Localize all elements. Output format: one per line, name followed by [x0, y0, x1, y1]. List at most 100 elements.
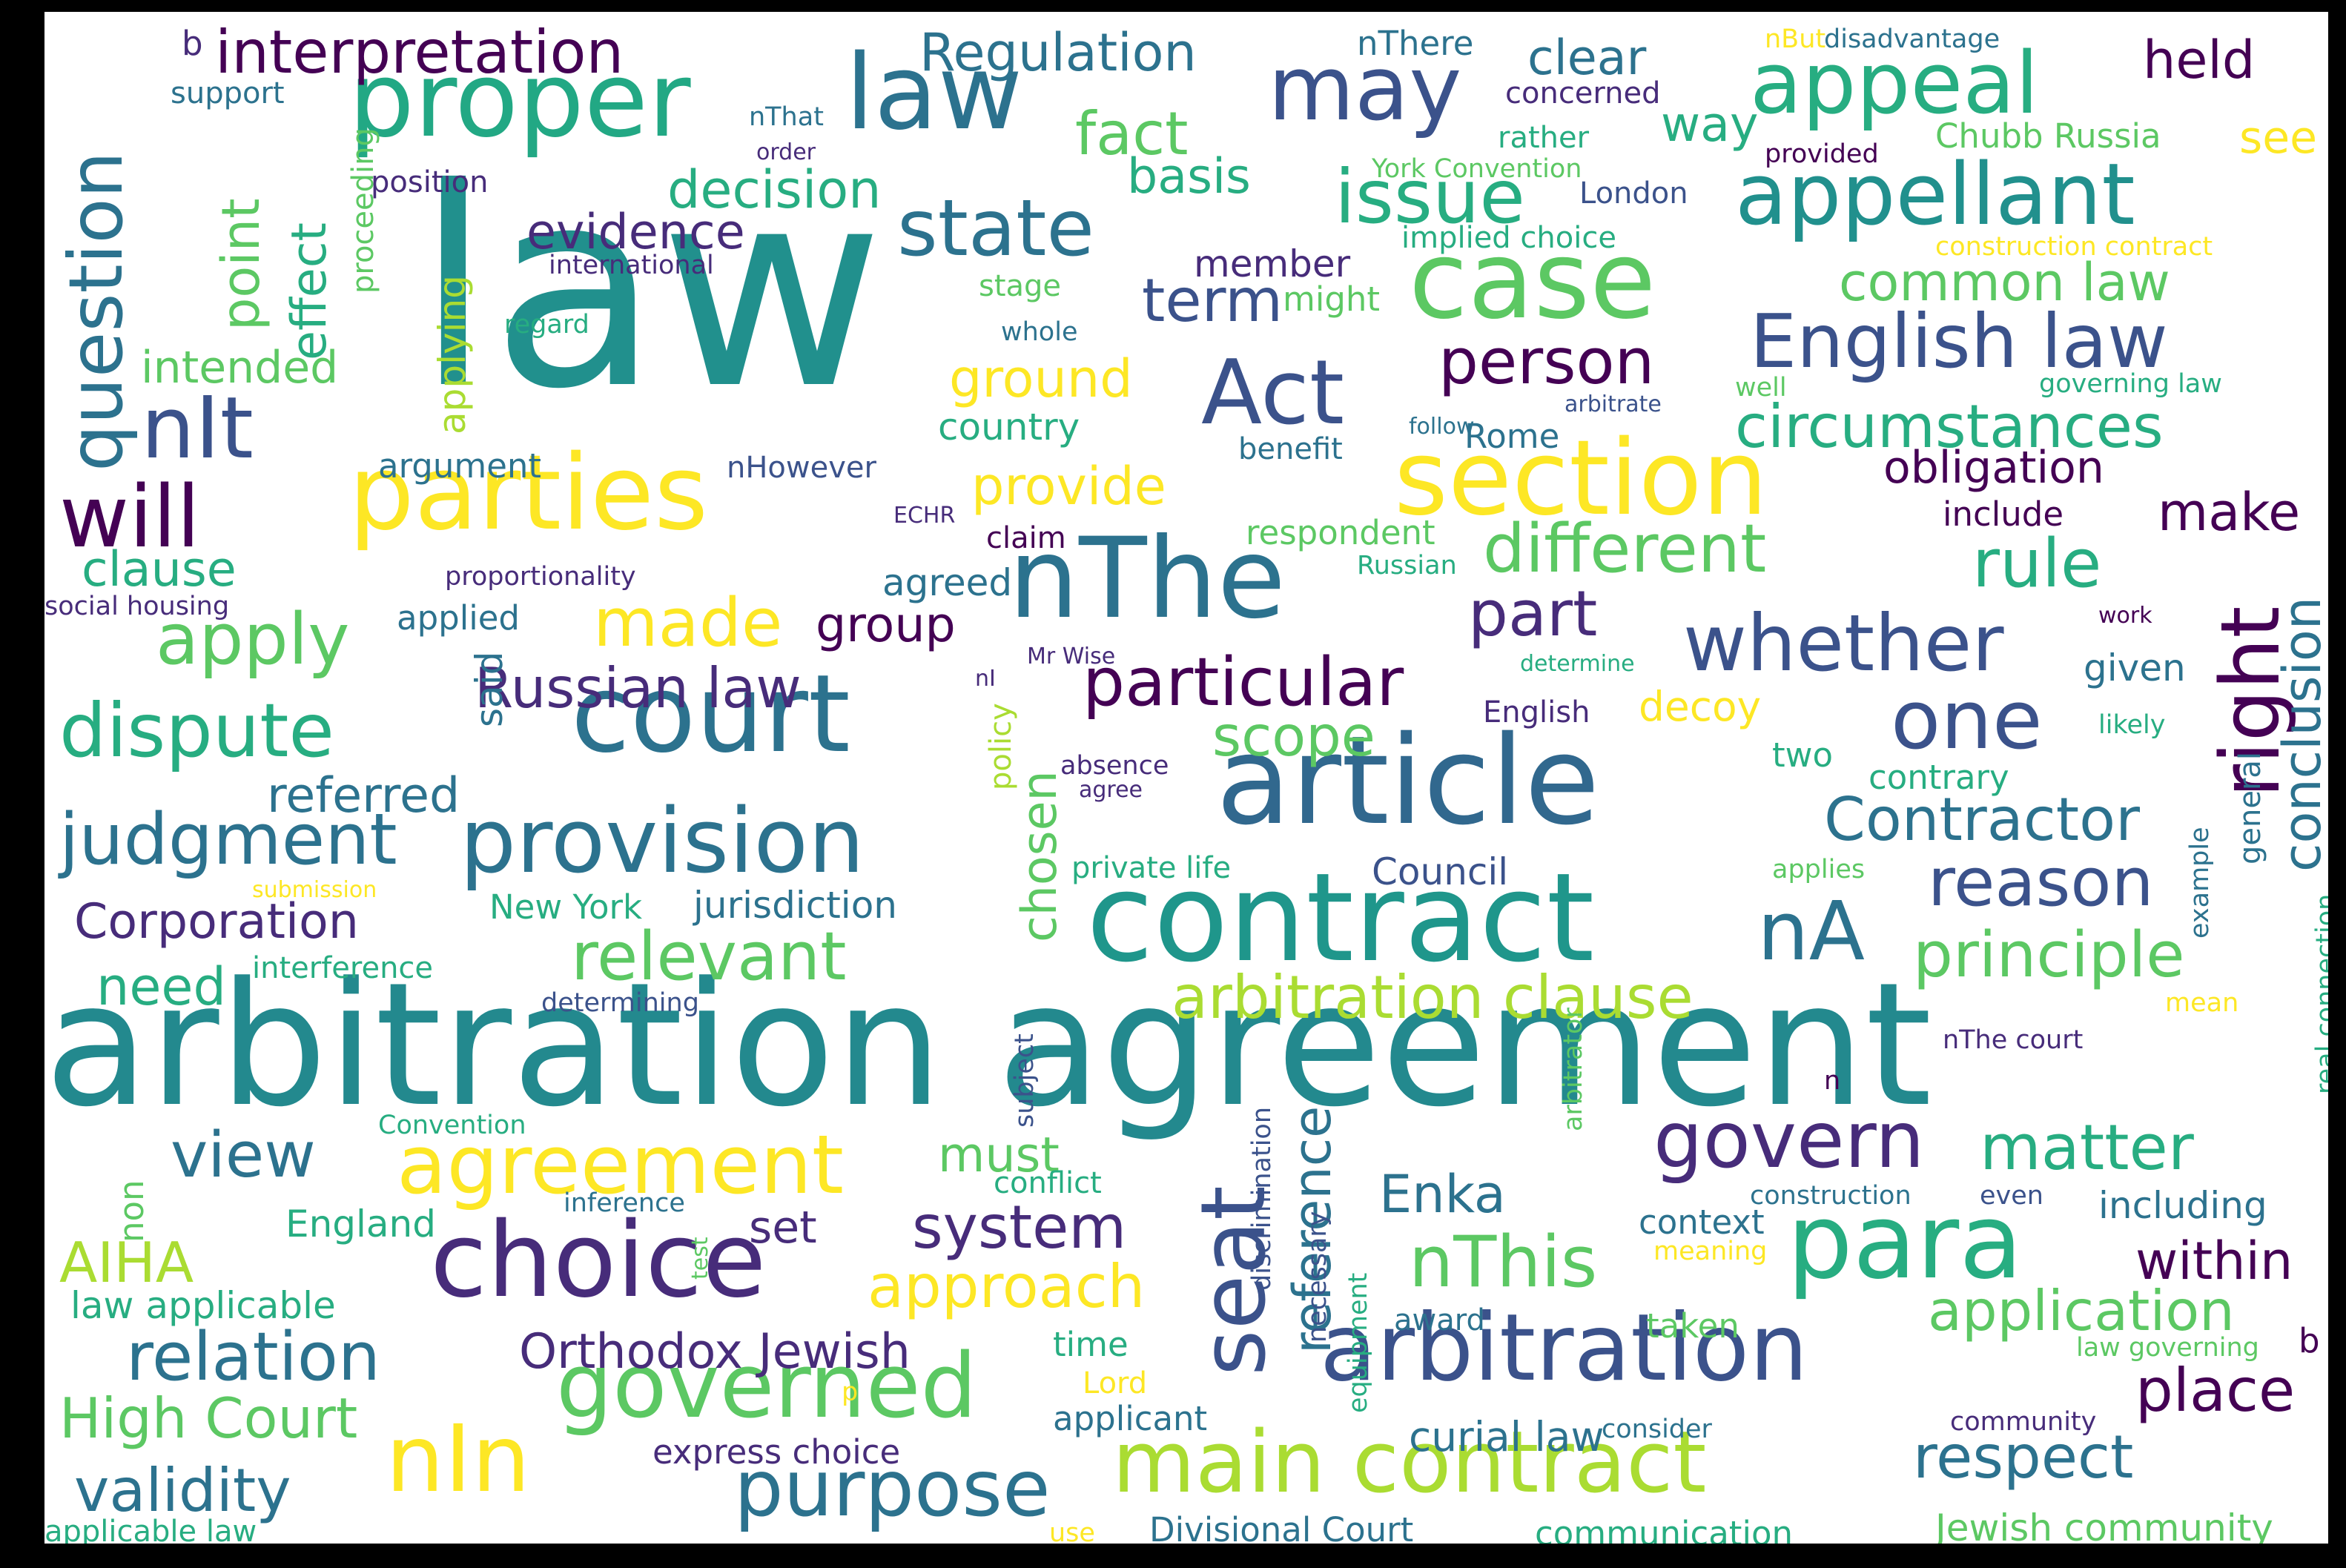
word: arbitration agreement — [44, 947, 1932, 1145]
word: support — [171, 76, 285, 110]
word: applying — [431, 275, 474, 434]
word: nThe court — [1943, 1025, 2084, 1055]
word: contract — [1086, 847, 1595, 989]
word: country — [938, 406, 1080, 449]
word: common law — [1839, 252, 2170, 313]
word: Mr Wise — [1027, 644, 1116, 669]
word: communication — [1535, 1514, 1794, 1544]
word: law applicable — [70, 1284, 336, 1327]
word: interpretation — [215, 18, 624, 87]
word: international — [549, 251, 714, 280]
word: two — [1772, 735, 1833, 775]
word: Russian — [1357, 551, 1457, 580]
word: mean — [2165, 988, 2239, 1018]
word: time — [1053, 1325, 1129, 1364]
word: social housing — [44, 592, 230, 621]
word: jurisdiction — [693, 884, 897, 927]
word: agree — [1079, 777, 1143, 803]
word: within — [2135, 1231, 2293, 1291]
word: scope — [1212, 704, 1375, 769]
word: community — [1950, 1407, 2097, 1437]
word: including — [2098, 1184, 2267, 1227]
word: nBut — [1765, 24, 1826, 54]
word: appeal — [1750, 34, 2039, 133]
word: relevant — [571, 918, 847, 996]
word: Council — [1372, 850, 1509, 893]
word: applicant — [1053, 1399, 1208, 1438]
word: inference — [564, 1188, 685, 1218]
word: Act — [1201, 342, 1345, 445]
word: proceeding — [346, 128, 380, 294]
word: London — [1579, 176, 1688, 211]
word: claim — [986, 521, 1066, 555]
word: conflict — [994, 1166, 1102, 1200]
word: place — [2135, 1356, 2296, 1425]
word: held — [2143, 30, 2256, 90]
word: England — [285, 1203, 436, 1246]
word: implied choice — [1401, 221, 1616, 255]
word: relation — [126, 1318, 380, 1396]
word: group — [816, 598, 956, 653]
word: work — [2098, 603, 2152, 629]
word: provide — [971, 456, 1166, 517]
word: nThere — [1357, 24, 1474, 63]
word: context — [1639, 1203, 1765, 1242]
word: follow — [1409, 414, 1475, 440]
word: English law — [1750, 298, 2168, 385]
word: contrary — [1868, 758, 2009, 797]
word: Rome — [1464, 417, 1560, 456]
word: arbitrate — [1564, 391, 1662, 417]
word: York Convention — [1372, 154, 1582, 184]
word: question — [53, 150, 139, 472]
word: might — [1283, 279, 1381, 319]
word: intended — [141, 342, 339, 394]
word: meaning — [1653, 1237, 1768, 1266]
word: express choice — [652, 1432, 901, 1472]
word: concerned — [1505, 76, 1661, 110]
word: Enka — [1379, 1164, 1506, 1225]
word: respondent — [1246, 513, 1435, 552]
word: arbitration — [1320, 1294, 1808, 1402]
word: private life — [1071, 851, 1232, 885]
word: order — [756, 139, 816, 165]
word: p — [842, 1377, 859, 1407]
word: point — [211, 198, 271, 331]
word: court — [571, 652, 850, 777]
word: approach — [868, 1252, 1146, 1321]
word: issue — [1335, 153, 1525, 240]
word: conclusion — [2272, 596, 2328, 872]
word: nA — [1757, 884, 1865, 979]
word: case — [1409, 218, 1656, 343]
word: decoy — [1639, 683, 1762, 730]
word: New York — [489, 887, 643, 927]
word: apply — [156, 599, 350, 681]
word: law — [415, 130, 885, 449]
word: basis — [1127, 149, 1251, 205]
word: para — [1787, 1182, 2023, 1303]
word: different — [1483, 510, 1767, 588]
word: effect — [282, 222, 337, 360]
word: award — [1394, 1303, 1485, 1337]
word: ground — [949, 348, 1133, 409]
word: term — [1142, 266, 1283, 335]
word: Orthodox Jewish — [519, 1324, 911, 1380]
word: taken — [1646, 1306, 1739, 1346]
word: nThat — [749, 102, 824, 132]
word: AIHA — [59, 1230, 194, 1295]
word: will — [59, 468, 200, 567]
word: govern — [1653, 1095, 1925, 1185]
word: judgment — [59, 799, 397, 881]
word: Convention — [378, 1111, 526, 1140]
word: determining — [541, 988, 699, 1018]
word: made — [593, 584, 783, 662]
word: equipment — [1344, 1272, 1373, 1413]
word: necessary — [1303, 1211, 1332, 1343]
word: appellant — [1735, 145, 2135, 245]
word: absence — [1060, 751, 1169, 781]
word: b — [2299, 1321, 2320, 1360]
word: applied — [397, 598, 520, 638]
word: stage — [979, 269, 1062, 303]
word: nThe — [1008, 515, 1286, 644]
word: whether — [1683, 598, 2004, 689]
word: fact — [1075, 99, 1189, 168]
